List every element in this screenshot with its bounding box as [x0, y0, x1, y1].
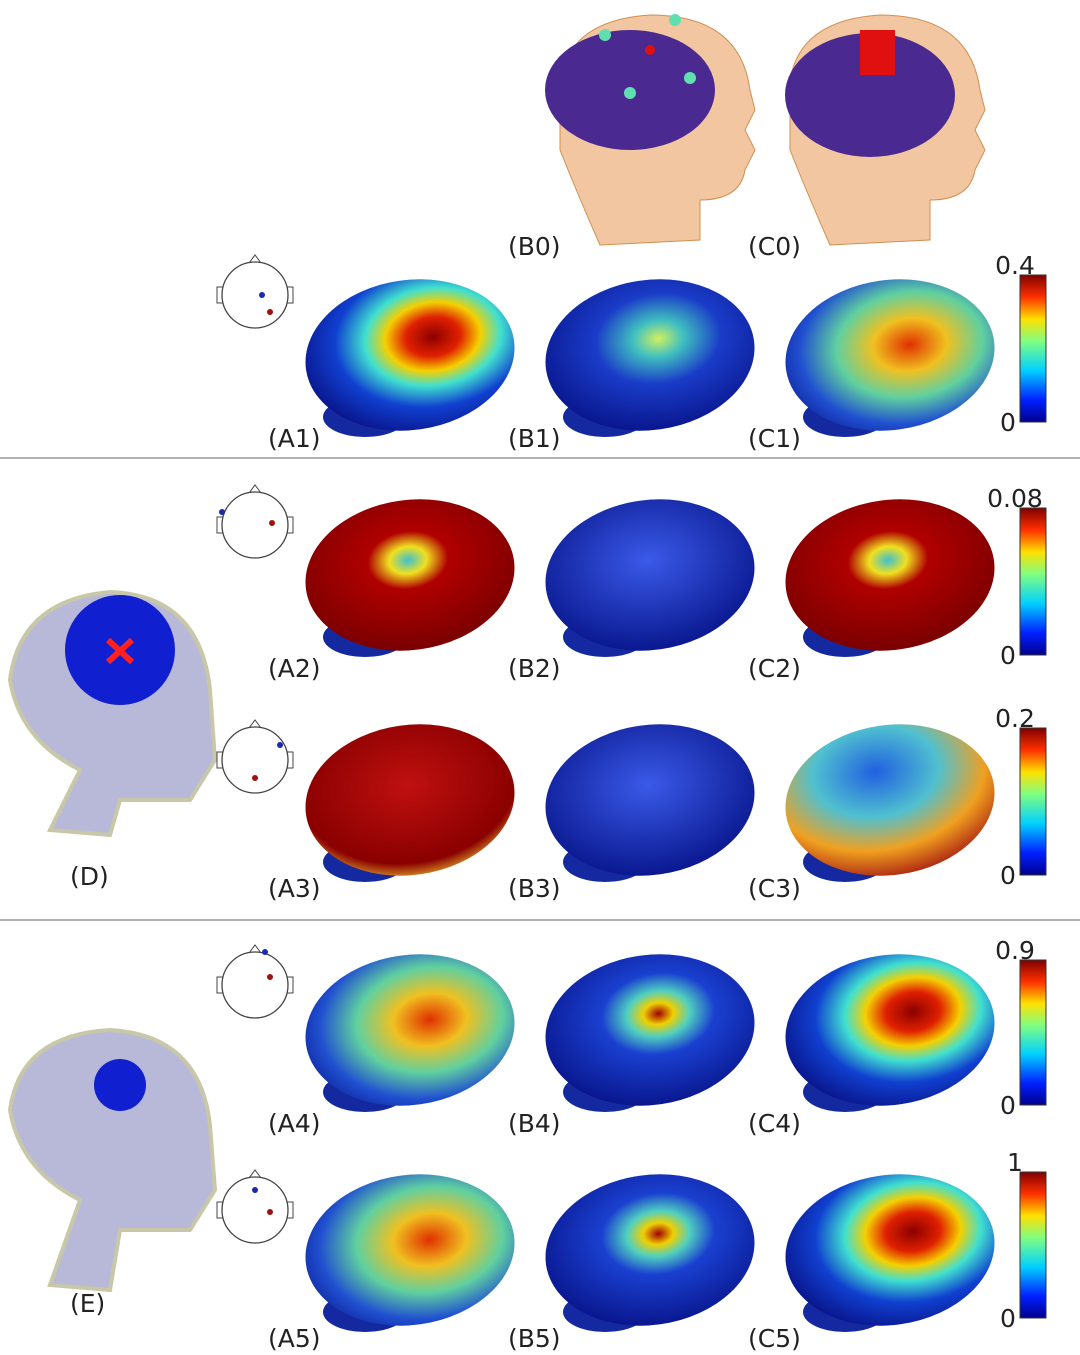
brain-render — [545, 279, 755, 431]
brain-render — [545, 954, 755, 1106]
colorbar-max: 0.08 — [987, 484, 1043, 513]
panel-label: (E) — [70, 1289, 105, 1318]
head-model — [545, 14, 756, 246]
panel-label: (C3) — [748, 874, 801, 903]
colorbar-min: 0 — [1000, 861, 1016, 890]
brain-render — [305, 954, 515, 1106]
panel-label: (A2) — [268, 654, 321, 683]
head-model — [7, 1027, 218, 1293]
electrode — [259, 292, 265, 298]
colorbar-min: 0 — [1000, 408, 1016, 437]
brain-render — [305, 499, 515, 651]
brain-render — [305, 724, 515, 876]
colorbar-max: 1 — [1007, 1148, 1023, 1177]
electrode — [277, 742, 283, 748]
electrode — [267, 309, 273, 315]
colorbar-min: 0 — [1000, 1091, 1016, 1120]
colorbar-max: 0.2 — [995, 704, 1035, 733]
colorbar — [1019, 274, 1047, 423]
head-icon — [221, 951, 289, 1019]
electrode — [252, 775, 258, 781]
colorbar-max: 0.4 — [995, 251, 1035, 280]
brain-render — [785, 279, 995, 431]
colorbar — [1019, 727, 1047, 876]
head-icon — [248, 944, 262, 954]
brain-render — [305, 279, 515, 431]
panel-label: (C0) — [748, 232, 801, 261]
panel-label: (C5) — [748, 1324, 801, 1353]
panel-label: (A5) — [268, 1324, 321, 1353]
head-icon — [248, 1169, 262, 1179]
brain-render — [785, 1174, 995, 1326]
brain-render — [545, 499, 755, 651]
panel-label: (A4) — [268, 1109, 321, 1138]
panel-label: (A3) — [268, 874, 321, 903]
colorbar — [1019, 507, 1047, 656]
panel-label: (C1) — [748, 424, 801, 453]
head-model — [7, 589, 218, 838]
brain-render — [545, 724, 755, 876]
brain-render — [785, 499, 995, 651]
brain-render — [785, 954, 995, 1106]
head-icon — [248, 719, 262, 729]
panel-label: (B0) — [508, 232, 561, 261]
panel-label: (D) — [70, 862, 109, 891]
panel-label: (A1) — [268, 424, 321, 453]
head-icon — [248, 484, 262, 494]
panel-label: (B4) — [508, 1109, 561, 1138]
head-icon — [221, 726, 289, 794]
electrode — [267, 974, 273, 980]
panel-label: (C4) — [748, 1109, 801, 1138]
brain-render — [545, 1174, 755, 1326]
panel-label: (B1) — [508, 424, 561, 453]
colorbar — [1019, 959, 1047, 1106]
electrode — [252, 1187, 258, 1193]
panel-label: (B2) — [508, 654, 561, 683]
colorbar — [1019, 1171, 1047, 1319]
colorbar-min: 0 — [1000, 641, 1016, 670]
brain-render — [305, 1174, 515, 1326]
head-icon — [221, 261, 289, 329]
brain-render — [785, 724, 995, 876]
colorbar-min: 0 — [1000, 1304, 1016, 1333]
panel-label: (B3) — [508, 874, 561, 903]
head-icon — [248, 254, 262, 264]
panel-label: (B5) — [508, 1324, 561, 1353]
electrode — [219, 509, 225, 515]
electrode — [262, 949, 268, 955]
head-icon — [221, 1176, 289, 1244]
colorbar-max: 0.9 — [995, 936, 1035, 965]
head-icon — [221, 491, 289, 559]
electrode — [267, 1209, 273, 1215]
panel-label: (C2) — [748, 654, 801, 683]
electrode — [269, 520, 275, 526]
head-model — [785, 14, 986, 246]
